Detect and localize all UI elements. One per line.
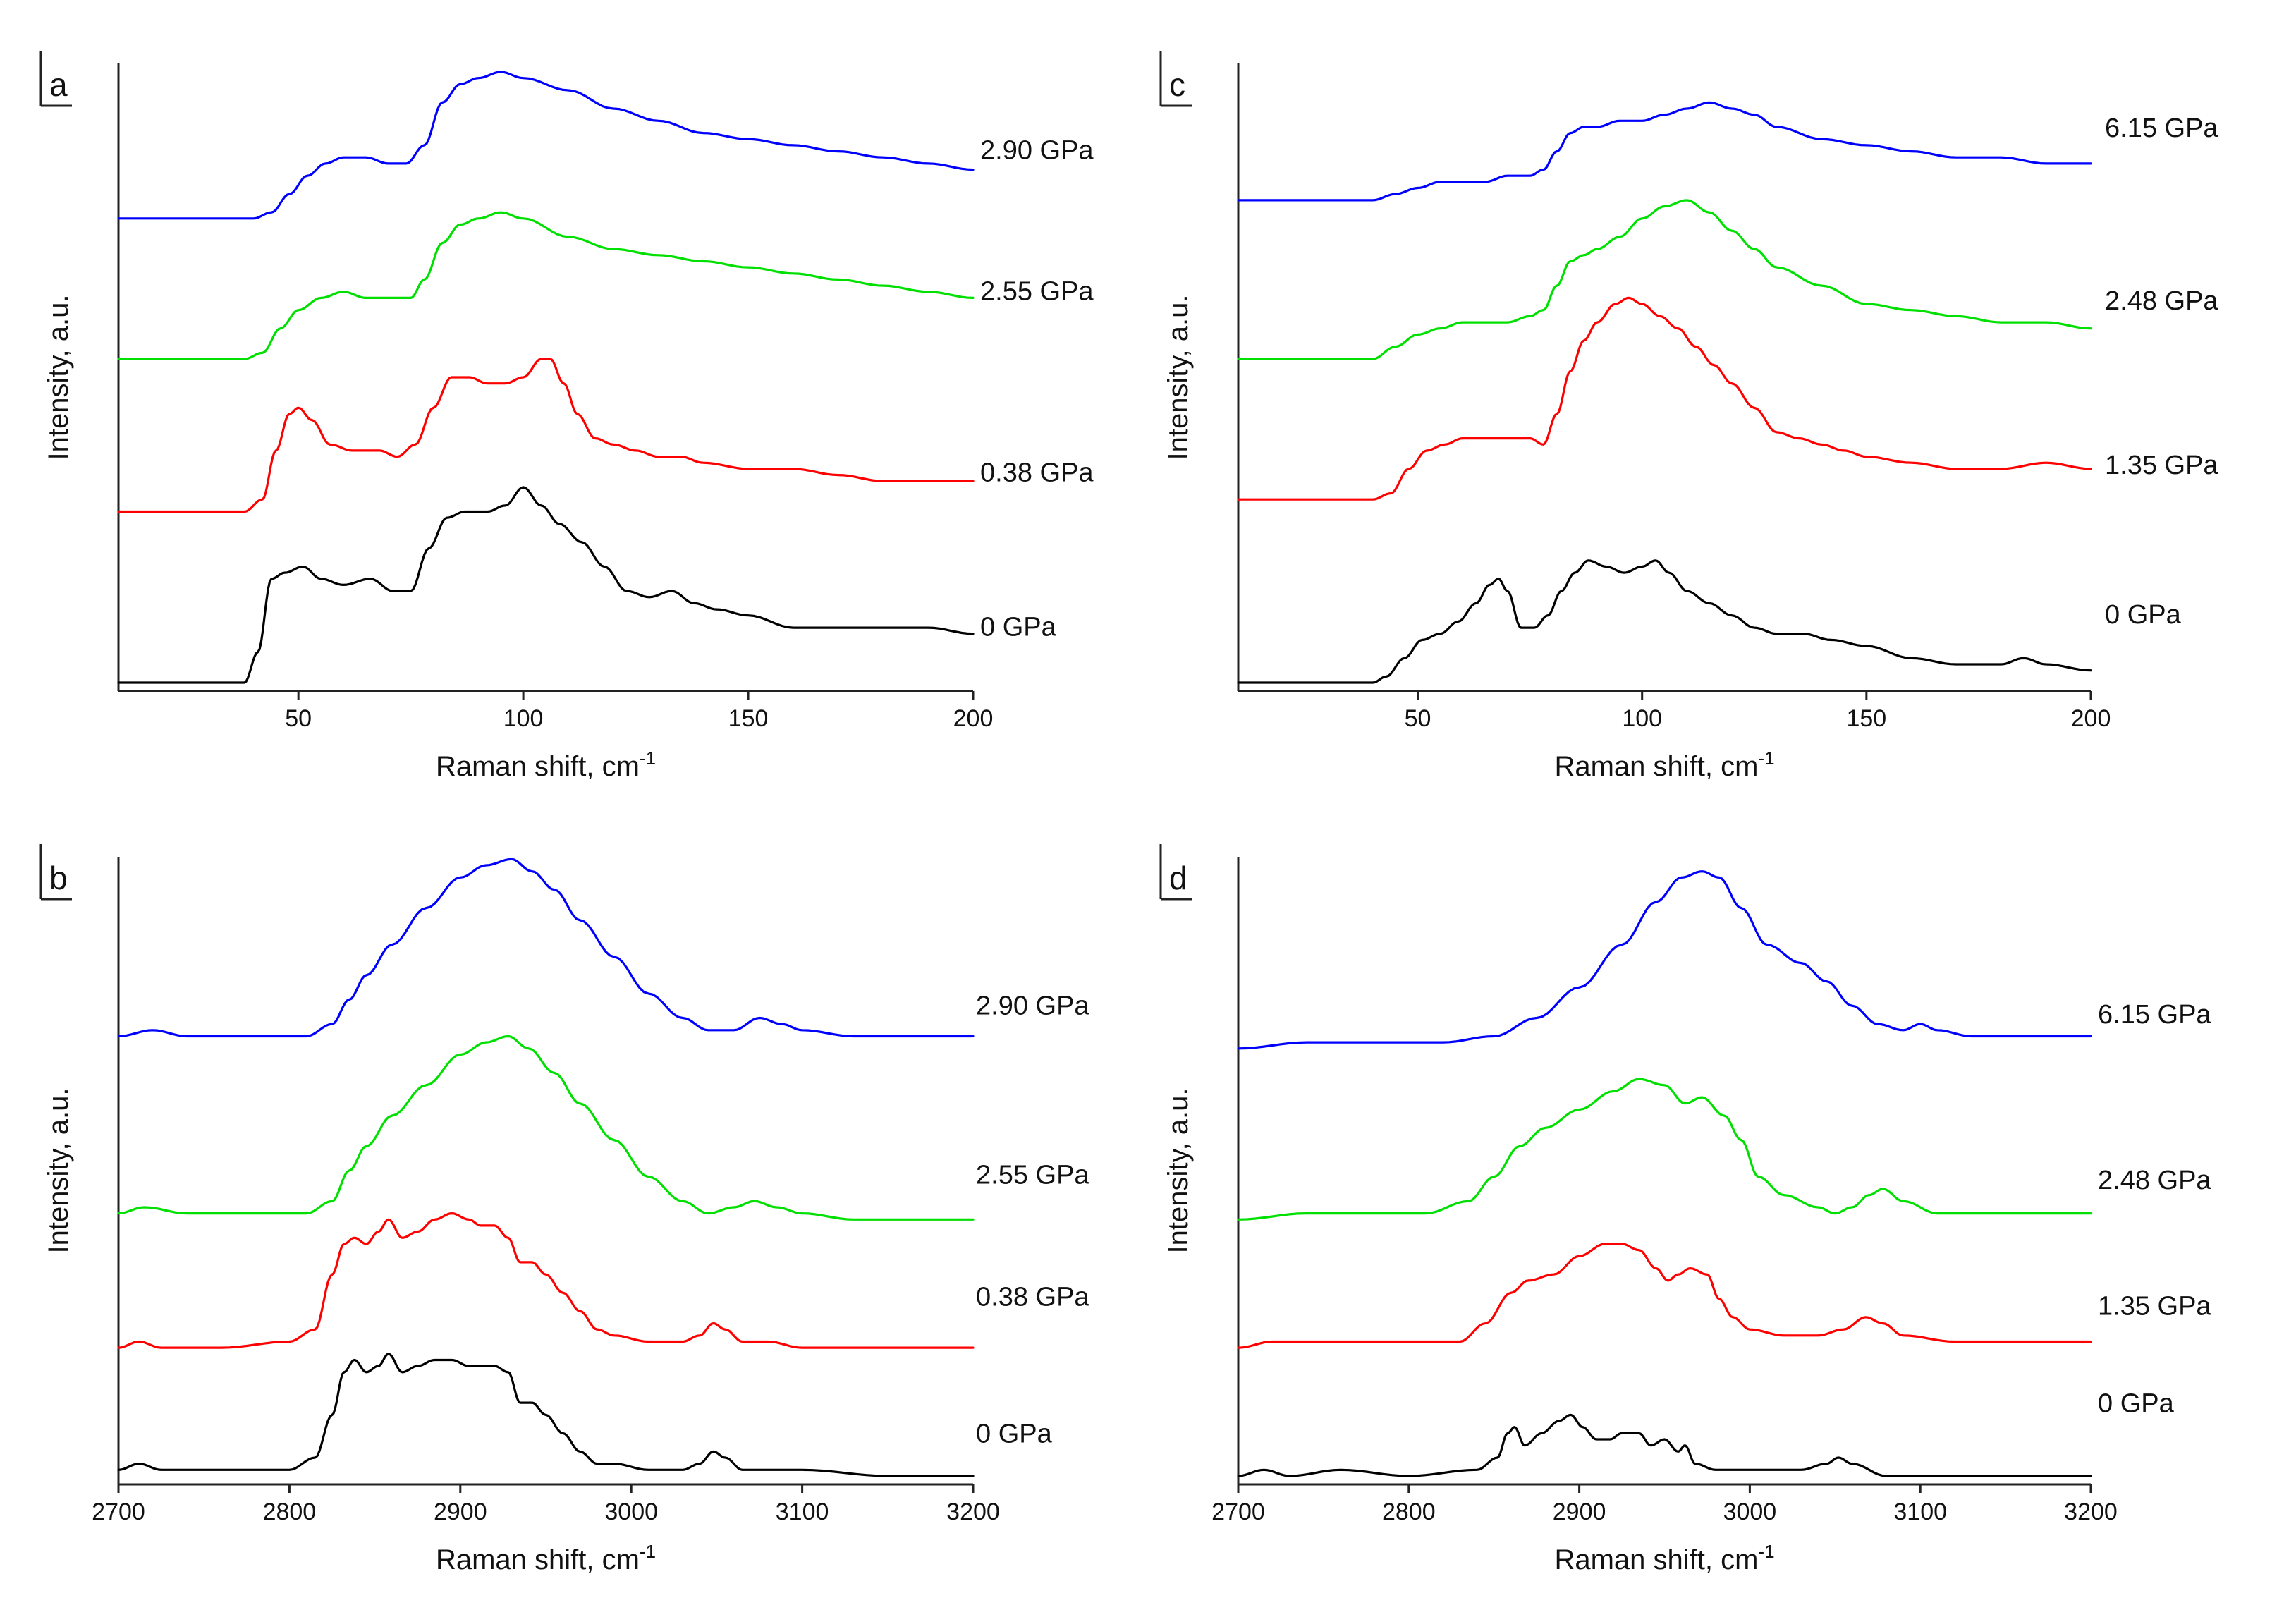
x-tick-label: 2700 bbox=[92, 1499, 145, 1525]
pressure-label: 2.55 GPa bbox=[980, 277, 1094, 307]
x-tick-label: 150 bbox=[728, 705, 769, 732]
x-tick-label: 3100 bbox=[776, 1499, 829, 1525]
spectrum-0-38-gpa bbox=[117, 358, 975, 513]
y-axis-title: Intensity, a.u. bbox=[43, 1088, 74, 1254]
pressure-label: 1.35 GPa bbox=[2098, 1292, 2211, 1322]
x-tick-label: 2900 bbox=[434, 1499, 487, 1525]
x-tick-label: 2800 bbox=[1382, 1499, 1436, 1525]
y-axis-title: Intensity, a.u. bbox=[43, 295, 74, 460]
x-tick-label: 3200 bbox=[2064, 1499, 2118, 1525]
y-axis-title: Intensity, a.u. bbox=[1163, 295, 1194, 460]
panel-letter: b bbox=[49, 860, 68, 896]
pressure-label: 6.15 GPa bbox=[2098, 1000, 2211, 1030]
panel-a: 50 100 150 200 Raman shift, cm-1 Intensity, a… bbox=[39, 51, 1094, 782]
pressure-label: 1.35 GPa bbox=[2105, 451, 2218, 480]
spectrum-0-gpa bbox=[1237, 559, 2092, 684]
pressure-label: 0 GPa bbox=[976, 1419, 1053, 1448]
spectrum-6-15-gpa bbox=[1237, 101, 2092, 202]
spectrum-2-48-gpa bbox=[1237, 1078, 2092, 1221]
x-tick-label: 100 bbox=[1622, 705, 1662, 732]
pressure-label: 0.38 GPa bbox=[980, 458, 1094, 488]
x-tick-label: 3200 bbox=[946, 1499, 1000, 1525]
pressure-label: 0 GPa bbox=[2105, 600, 2182, 630]
x-tick-label: 2700 bbox=[1211, 1499, 1265, 1525]
panel-d: 2700 2800 2900 3000 3100 3200 Raman shift, cm-… bbox=[1159, 844, 2211, 1575]
x-tick-label: 3000 bbox=[1723, 1499, 1777, 1525]
pressure-label: 2.90 GPa bbox=[976, 991, 1089, 1020]
pressure-label: 2.48 GPa bbox=[2098, 1166, 2211, 1195]
spectrum-1-35-gpa bbox=[1237, 1243, 2092, 1349]
x-axis-title: Raman shift, cm-1 bbox=[1554, 748, 1774, 782]
spectrum-0-gpa bbox=[117, 1353, 975, 1477]
spectrum-0-gpa bbox=[117, 486, 975, 684]
x-tick-label: 150 bbox=[1846, 705, 1886, 732]
x-tick-label: 200 bbox=[953, 705, 994, 732]
panel-c: 50 100 150 200 Raman shift, cm-1 Intensity, a… bbox=[1159, 51, 2218, 782]
x-tick-label: 200 bbox=[2071, 705, 2111, 732]
pressure-label: 0 GPa bbox=[2098, 1389, 2175, 1419]
x-axis-title: Raman shift, cm-1 bbox=[1554, 1541, 1774, 1575]
panel-b: 2700 2800 2900 3000 3100 3200 Raman shift, cm-… bbox=[39, 844, 1089, 1575]
pressure-label: 2.48 GPa bbox=[2105, 286, 2218, 316]
x-axis-title: Raman shift, cm-1 bbox=[436, 1541, 656, 1575]
pressure-label: 2.90 GPa bbox=[980, 135, 1094, 165]
panel-letter: c bbox=[1169, 66, 1185, 103]
pressure-label: 0 GPa bbox=[980, 613, 1057, 642]
spectrum-2-90-gpa bbox=[117, 71, 975, 220]
spectrum-6-15-gpa bbox=[1237, 870, 2092, 1050]
y-axis-title: Intensity, a.u. bbox=[1163, 1088, 1194, 1254]
spectrum-2-55-gpa bbox=[117, 211, 975, 360]
spectrum-2-55-gpa bbox=[117, 1035, 975, 1221]
pressure-label: 6.15 GPa bbox=[2105, 114, 2218, 143]
panel-letter: a bbox=[49, 66, 68, 103]
x-tick-label: 50 bbox=[1405, 705, 1431, 732]
x-tick-label: 3000 bbox=[604, 1499, 658, 1525]
pressure-label: 0.38 GPa bbox=[976, 1282, 1089, 1312]
spectrum-0-38-gpa bbox=[117, 1212, 975, 1349]
spectrum-1-35-gpa bbox=[1237, 296, 2092, 501]
spectrum-2-48-gpa bbox=[1237, 199, 2092, 360]
x-tick-label: 3100 bbox=[1893, 1499, 1947, 1525]
x-tick-label: 2900 bbox=[1553, 1499, 1606, 1525]
spectrum-2-90-gpa bbox=[117, 858, 975, 1038]
panel-letter: d bbox=[1169, 860, 1187, 896]
x-tick-label: 2800 bbox=[263, 1499, 317, 1525]
pressure-label: 2.55 GPa bbox=[976, 1161, 1089, 1190]
spectrum-0-gpa bbox=[1237, 1413, 2092, 1477]
x-tick-label: 100 bbox=[503, 705, 544, 732]
x-tick-label: 50 bbox=[285, 705, 312, 732]
x-axis-title: Raman shift, cm-1 bbox=[436, 748, 656, 782]
